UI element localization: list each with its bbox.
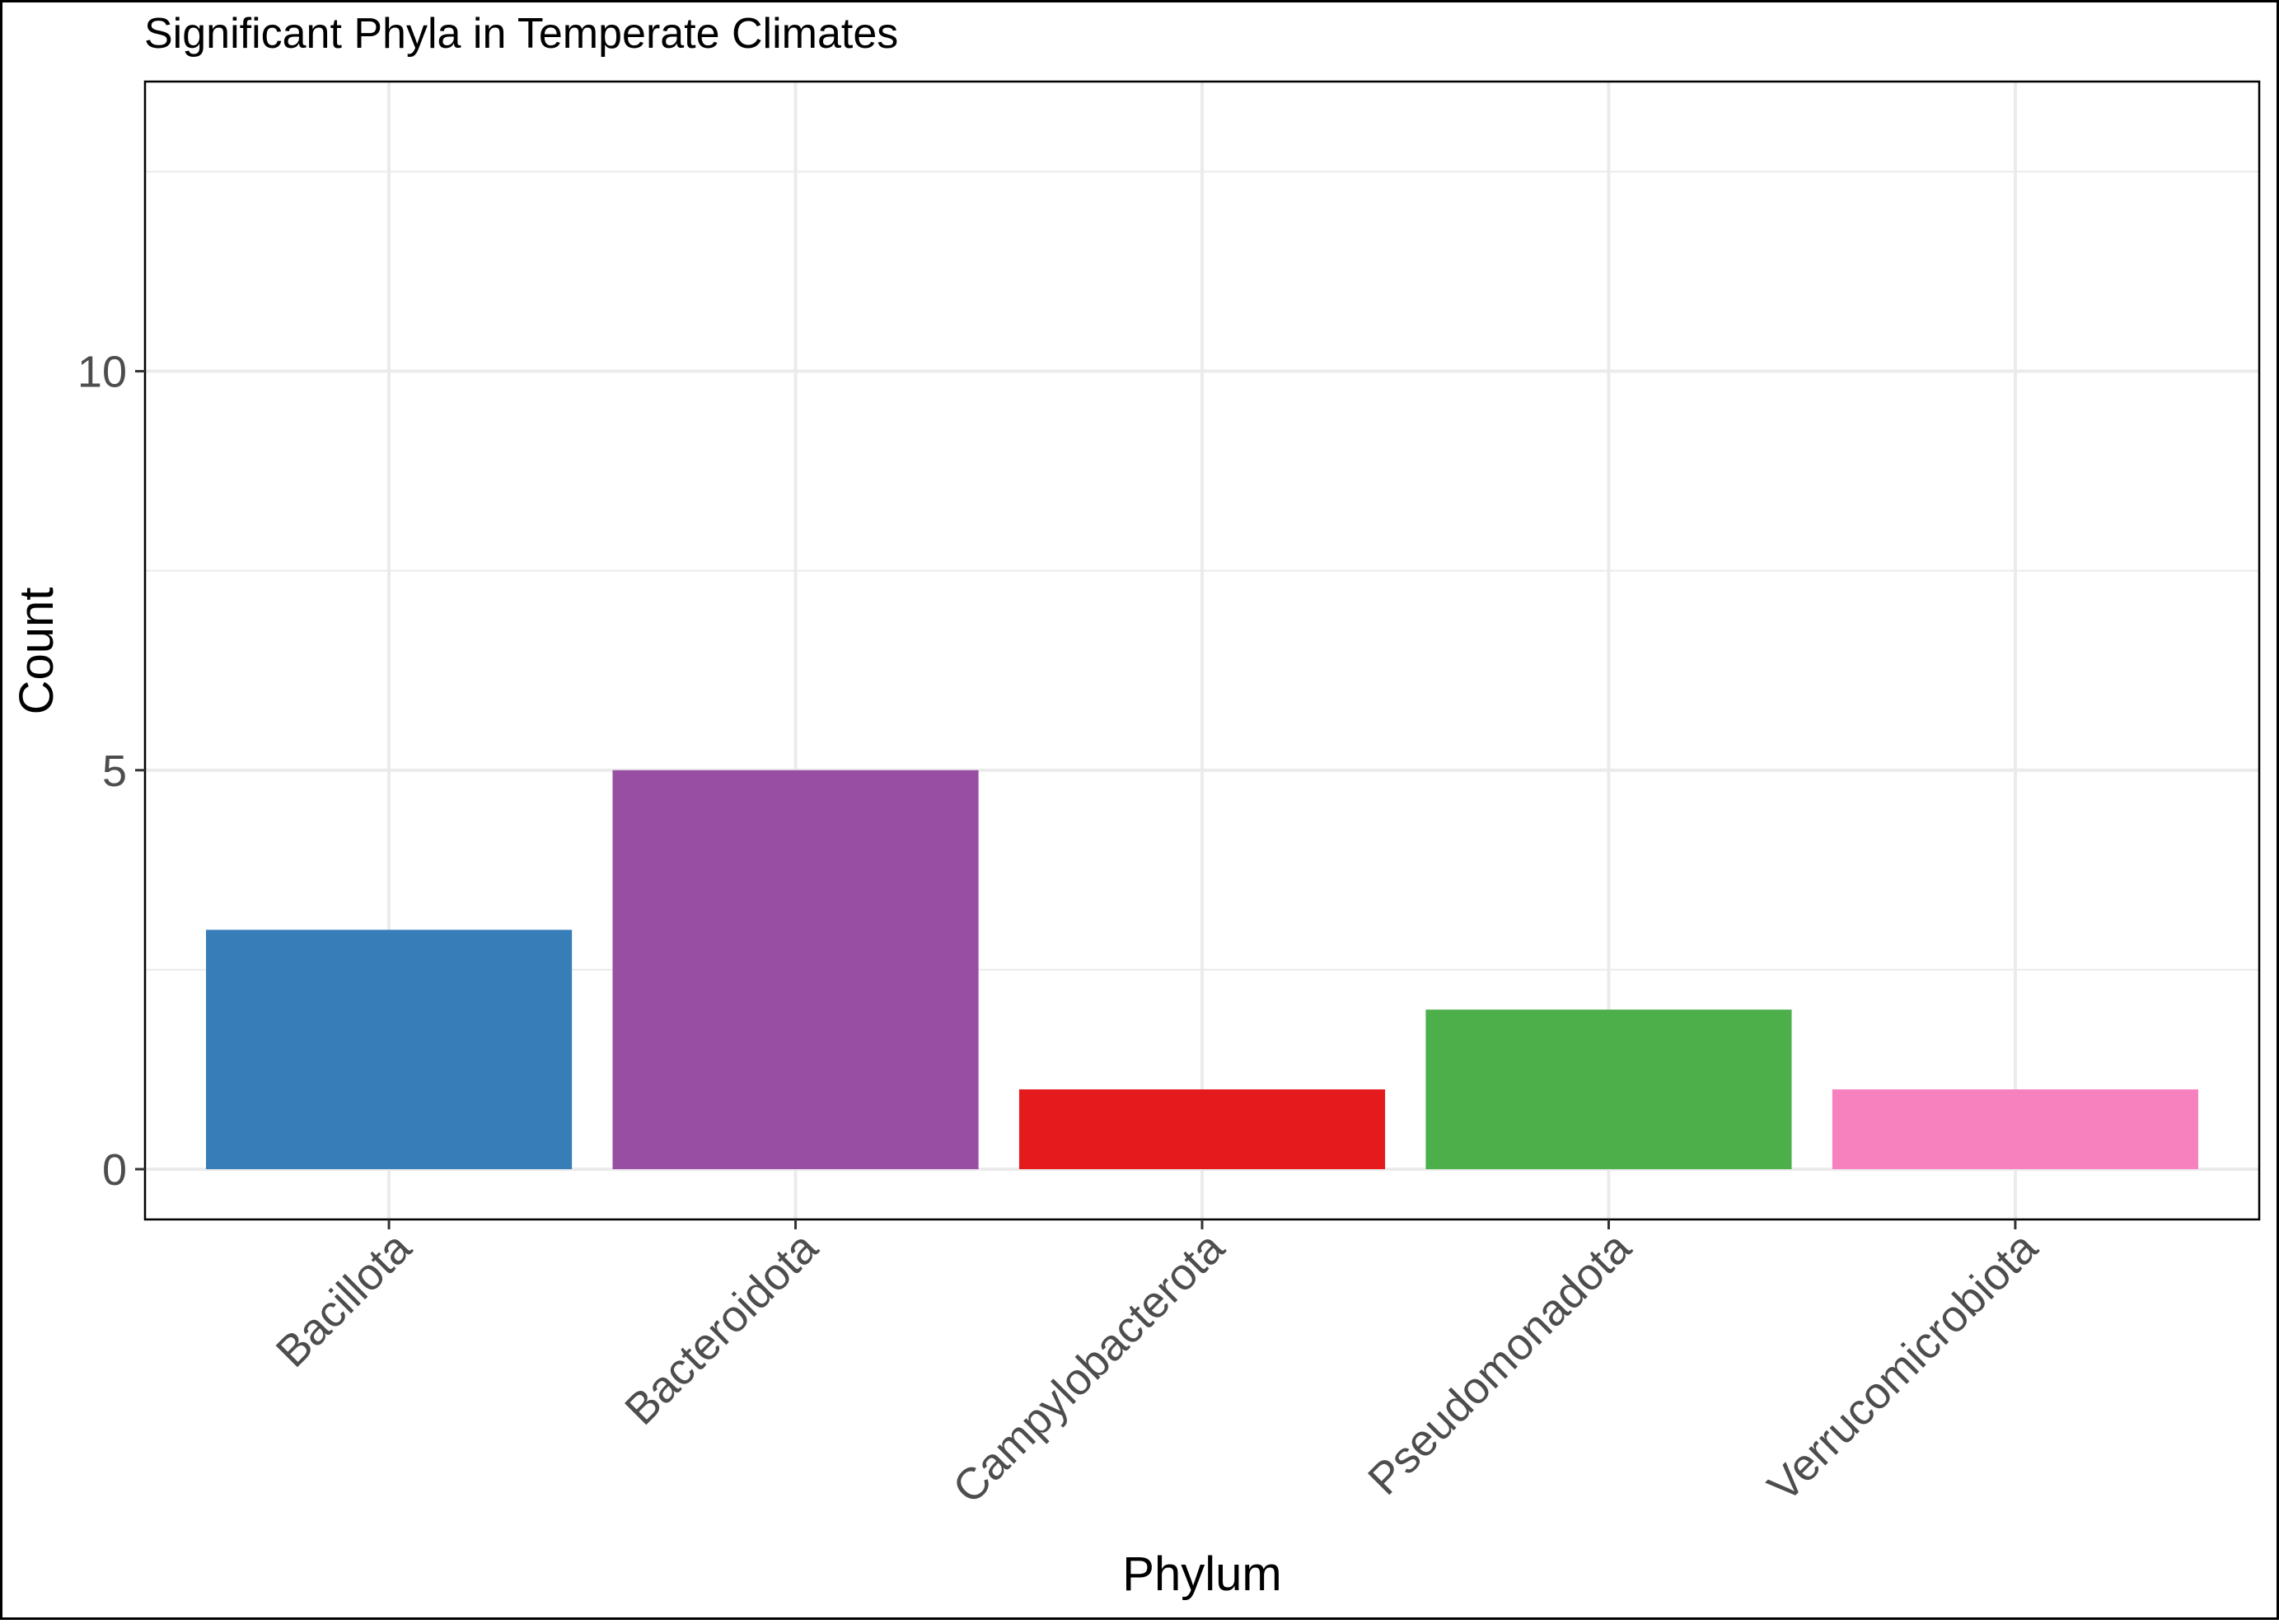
bar-verrucomicrobiota — [1832, 1089, 2198, 1169]
y-tick-label: 0 — [102, 1145, 127, 1195]
x-axis-title: Phylum — [1122, 1547, 1281, 1601]
bars — [206, 770, 2198, 1169]
bar-bacillota — [206, 929, 573, 1169]
y-tick-label: 10 — [77, 348, 127, 397]
y-axis-title: Count — [10, 587, 63, 715]
bar-pseudomonadota — [1425, 1009, 1792, 1169]
y-axis: 0 5 10 — [77, 348, 145, 1195]
y-tick-label: 5 — [102, 746, 127, 796]
chart-title: Significant Phyla in Temperate Climates — [144, 10, 898, 58]
bar-bacteroidota — [612, 770, 979, 1169]
bar-campylobacterota — [1018, 1089, 1386, 1169]
